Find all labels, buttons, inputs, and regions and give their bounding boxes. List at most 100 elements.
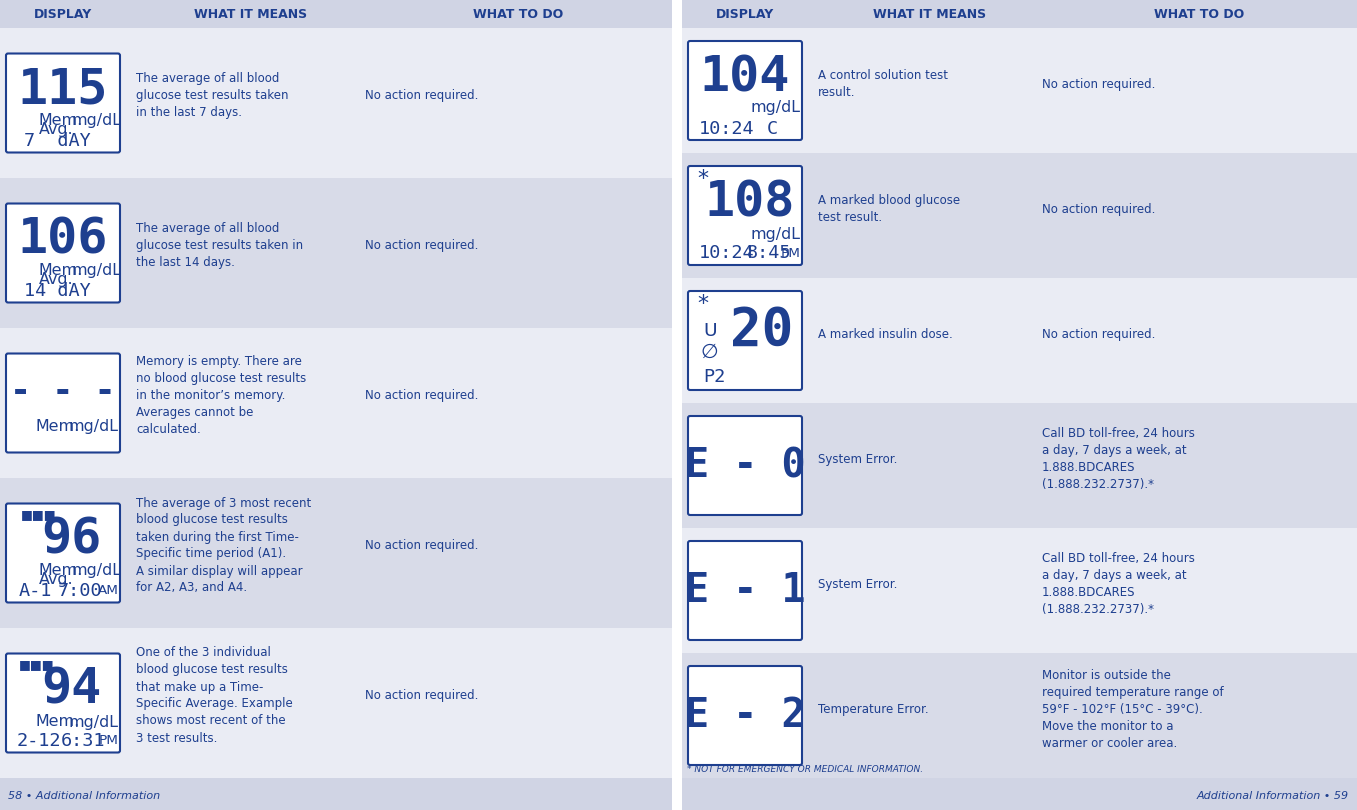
Text: ■■■: ■■■	[22, 509, 57, 522]
Text: PM: PM	[780, 247, 801, 260]
Text: A control solution test
result.: A control solution test result.	[818, 69, 949, 100]
Text: No action required.: No action required.	[1042, 78, 1155, 91]
Text: A marked blood glucose
test result.: A marked blood glucose test result.	[818, 194, 961, 224]
Text: Mem.: Mem.	[39, 113, 83, 128]
Bar	[683, 28, 1357, 153]
Text: *: *	[697, 294, 708, 314]
Text: Mem.: Mem.	[39, 563, 83, 578]
Text: ∅: ∅	[702, 343, 719, 361]
Text: 104: 104	[700, 53, 790, 101]
Text: Mem.: Mem.	[39, 262, 83, 278]
Text: 10:24: 10:24	[699, 120, 754, 138]
Text: No action required.: No action required.	[365, 389, 479, 402]
Text: No action required.: No action required.	[365, 689, 479, 702]
Text: 7  dAY: 7 dAY	[24, 132, 91, 150]
Text: Temperature Error.: Temperature Error.	[818, 703, 928, 716]
Text: - - -: - - -	[11, 374, 115, 408]
Text: AM: AM	[98, 585, 119, 598]
Text: Avg.: Avg.	[39, 572, 73, 587]
Text: Monitor is outside the
required temperature range of
59°F - 102°F (15°C - 39°C).: Monitor is outside the required temperat…	[1042, 669, 1224, 750]
FancyBboxPatch shape	[688, 666, 802, 765]
Bar	[683, 278, 1357, 403]
Text: WHAT IT MEANS: WHAT IT MEANS	[194, 7, 307, 20]
FancyBboxPatch shape	[688, 291, 802, 390]
Text: Avg.: Avg.	[39, 272, 73, 287]
Text: A-1: A-1	[19, 582, 53, 600]
Text: WHAT IT MEANS: WHAT IT MEANS	[874, 7, 987, 20]
Bar	[0, 328, 672, 478]
Bar	[683, 0, 1357, 28]
Text: No action required.: No action required.	[365, 89, 479, 102]
Text: DISPLAY: DISPLAY	[716, 7, 773, 20]
Text: * NOT FOR EMERGENCY OR MEDICAL INFORMATION.: * NOT FOR EMERGENCY OR MEDICAL INFORMATI…	[687, 765, 923, 774]
Text: C: C	[767, 120, 778, 138]
FancyBboxPatch shape	[688, 541, 802, 640]
FancyBboxPatch shape	[688, 166, 802, 265]
Bar	[683, 403, 1357, 528]
Text: E - 2: E - 2	[685, 696, 805, 735]
Text: System Error.: System Error.	[818, 578, 897, 590]
Bar	[0, 178, 672, 328]
Text: The average of all blood
glucose test results taken
in the last 7 days.: The average of all blood glucose test re…	[136, 72, 289, 119]
Bar	[0, 0, 672, 28]
FancyBboxPatch shape	[5, 203, 119, 302]
Text: 58 • Additional Information: 58 • Additional Information	[8, 791, 160, 800]
Text: A marked insulin dose.: A marked insulin dose.	[818, 328, 953, 341]
Text: 106: 106	[18, 215, 109, 264]
Text: 10:24: 10:24	[699, 245, 754, 262]
Bar	[672, 0, 683, 810]
Text: 108: 108	[704, 178, 795, 226]
Text: 96: 96	[42, 516, 102, 564]
Text: 20: 20	[730, 305, 792, 357]
Text: mg/dL: mg/dL	[68, 714, 118, 730]
Text: P2: P2	[703, 368, 726, 386]
Text: Call BD toll-free, 24 hours
a day, 7 days a week, at
1.888.BDCARES
(1.888.232.27: Call BD toll-free, 24 hours a day, 7 day…	[1042, 552, 1196, 616]
Text: Additional Information • 59: Additional Information • 59	[1197, 791, 1349, 800]
Bar	[683, 153, 1357, 278]
FancyBboxPatch shape	[688, 416, 802, 515]
Text: The average of all blood
glucose test results taken in
the last 14 days.: The average of all blood glucose test re…	[136, 222, 303, 269]
Bar	[0, 28, 672, 178]
Bar	[683, 653, 1357, 778]
Bar	[0, 778, 1357, 810]
Text: One of the 3 individual
blood glucose test results
that make up a Time-
Specific: One of the 3 individual blood glucose te…	[136, 646, 293, 744]
FancyBboxPatch shape	[5, 53, 119, 152]
Text: 7:00: 7:00	[57, 582, 102, 600]
Text: PM: PM	[98, 735, 118, 748]
FancyBboxPatch shape	[5, 353, 119, 453]
Text: 14 dAY: 14 dAY	[24, 282, 91, 300]
Bar	[0, 478, 672, 628]
Text: System Error.: System Error.	[818, 453, 897, 466]
Text: No action required.: No action required.	[1042, 202, 1155, 215]
Text: Avg.: Avg.	[39, 122, 73, 137]
Text: 6:31: 6:31	[61, 732, 106, 750]
Text: mg/dL: mg/dL	[72, 262, 122, 278]
Text: mg/dL: mg/dL	[68, 420, 118, 434]
FancyBboxPatch shape	[5, 654, 119, 752]
Text: Call BD toll-free, 24 hours
a day, 7 days a week, at
1.888.BDCARES
(1.888.232.27: Call BD toll-free, 24 hours a day, 7 day…	[1042, 427, 1196, 491]
Text: ■■■: ■■■	[19, 659, 54, 671]
Text: 2-12: 2-12	[16, 732, 61, 750]
Text: No action required.: No action required.	[1042, 328, 1155, 341]
Bar	[683, 528, 1357, 653]
Text: WHAT TO DO: WHAT TO DO	[1155, 7, 1244, 20]
Text: mg/dL: mg/dL	[72, 113, 122, 128]
Text: mg/dL: mg/dL	[750, 100, 801, 115]
Text: 8:45: 8:45	[748, 245, 791, 262]
FancyBboxPatch shape	[5, 504, 119, 603]
Text: WHAT TO DO: WHAT TO DO	[474, 7, 563, 20]
Text: Memory is empty. There are
no blood glucose test results
in the monitor’s memory: Memory is empty. There are no blood gluc…	[136, 355, 307, 436]
Text: 115: 115	[18, 66, 109, 113]
Text: The average of 3 most recent
blood glucose test results
taken during the first T: The average of 3 most recent blood gluco…	[136, 497, 311, 595]
Text: 94: 94	[42, 666, 102, 714]
Text: E - 1: E - 1	[685, 571, 805, 610]
Text: No action required.: No action required.	[365, 239, 479, 252]
FancyBboxPatch shape	[688, 41, 802, 140]
Text: Mem.: Mem.	[35, 714, 80, 730]
Bar	[0, 628, 672, 778]
Text: Mem.: Mem.	[35, 420, 80, 434]
Text: *: *	[697, 169, 708, 190]
Text: DISPLAY: DISPLAY	[34, 7, 92, 20]
Text: mg/dL: mg/dL	[750, 227, 801, 242]
Text: E - 0: E - 0	[685, 446, 805, 485]
